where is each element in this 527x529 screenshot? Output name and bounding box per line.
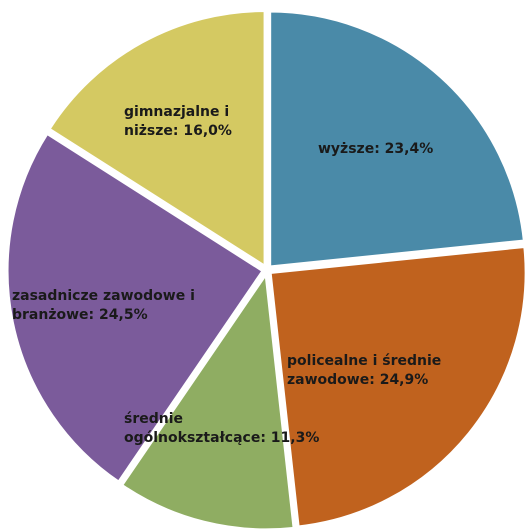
slice-label: wyższe: 23,4% bbox=[318, 141, 434, 157]
category-label: zasadnicze zawodowe i branżowe bbox=[12, 288, 195, 323]
slice-label: policealne i średnie zawodowe: 24,9% bbox=[287, 353, 442, 388]
pie-slice bbox=[268, 244, 527, 529]
pie-slice bbox=[46, 8, 267, 270]
category-label: policealne i średnie zawodowe bbox=[287, 353, 442, 388]
value-label: 24,9% bbox=[379, 372, 429, 388]
slice-label: średnie ogólnokształcące: 11,3% bbox=[124, 411, 320, 446]
category-label: średnie ogólnokształcące bbox=[124, 411, 261, 446]
value-label: 24,5% bbox=[99, 307, 148, 323]
value-label: 11,3% bbox=[270, 430, 320, 446]
pie-slice bbox=[5, 131, 266, 485]
value-label: 16,0% bbox=[183, 123, 232, 139]
pie-slice bbox=[119, 269, 296, 529]
slice-label: gimnazjalne i niższe: 16,0% bbox=[124, 104, 232, 139]
slice-label: zasadnicze zawodowe i branżowe: 24,5% bbox=[12, 288, 195, 323]
value-label: 23,4% bbox=[384, 141, 434, 157]
pie-slice bbox=[268, 9, 526, 269]
category-label: wyższe bbox=[318, 141, 375, 157]
category-label: gimnazjalne i niższe bbox=[124, 104, 230, 139]
